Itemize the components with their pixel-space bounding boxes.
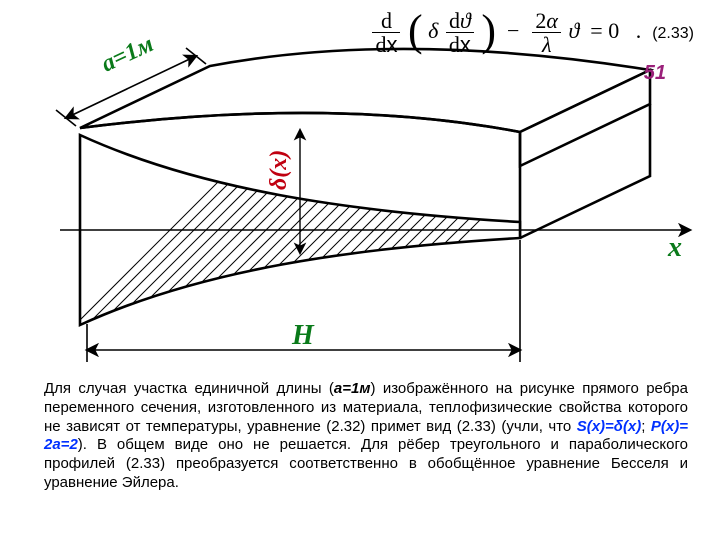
equation-number: (2.33) [652,25,694,42]
fin-diagram: x δ(x) a=1м H [0,0,720,380]
a-label: a=1м [98,31,158,77]
page-number: 51 [644,62,666,85]
equation: ddx ( δ dϑdx ) − 2αλ ϑ = 0 . (2.33) [370,10,694,56]
x-axis-label: x [667,232,682,263]
delta-label: δ(x) [266,150,292,190]
body-paragraph: Для случая участка единичной длины (a=1м… [44,380,688,493]
H-label: H [291,320,315,351]
